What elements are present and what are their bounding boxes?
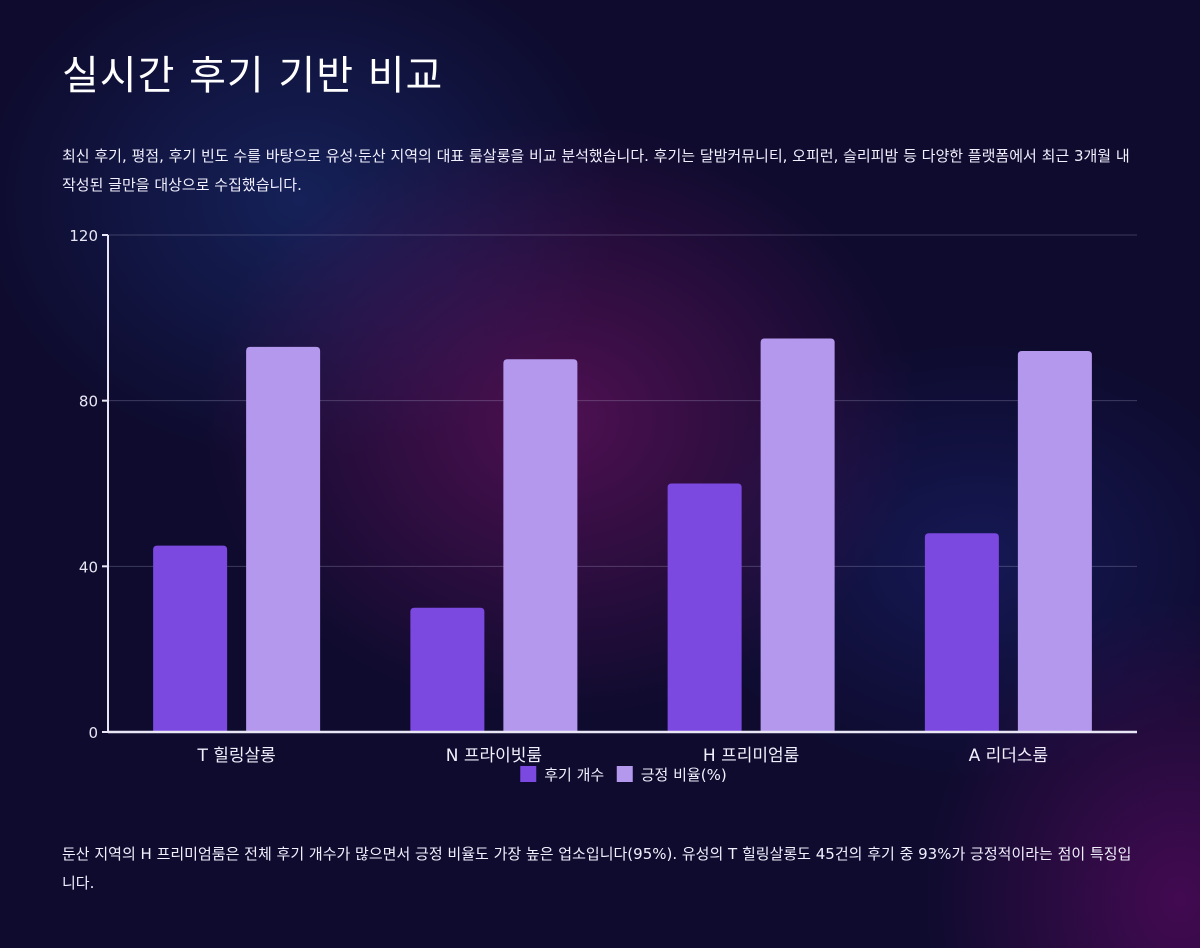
legend: 후기 개수 긍정 비율(%) bbox=[520, 766, 727, 784]
legend-label: 후기 개수 bbox=[544, 766, 604, 784]
bar-positive-ratio bbox=[1017, 350, 1092, 732]
legend-label: 긍정 비율(%) bbox=[641, 766, 727, 784]
page-title: 실시간 후기 기반 비교 bbox=[62, 53, 444, 99]
bars bbox=[153, 338, 1092, 732]
bar-positive-ratio bbox=[760, 338, 835, 732]
bar-review-count bbox=[410, 607, 485, 732]
y-tick-label: 120 bbox=[69, 227, 98, 245]
bar-review-count bbox=[924, 533, 999, 732]
y-tick-label: 0 bbox=[88, 724, 98, 742]
y-tick-label: 80 bbox=[79, 393, 98, 411]
bar-review-count bbox=[667, 483, 742, 732]
page-description: 최신 후기, 평점, 후기 빈도 수를 바탕으로 유성·둔산 지역의 대표 룸살… bbox=[62, 147, 1130, 194]
chart-footnote: 둔산 지역의 H 프리미엄룸은 전체 후기 개수가 많으면서 긍정 비율도 가장… bbox=[62, 845, 1132, 892]
y-tick-label: 40 bbox=[79, 558, 98, 576]
x-tick-label: A 리더스룸 bbox=[969, 746, 1049, 766]
x-tick-label: H 프리미엄룸 bbox=[703, 746, 799, 766]
legend-swatch bbox=[520, 766, 537, 782]
x-tick-label: T 힐링살롱 bbox=[196, 746, 275, 766]
bar-positive-ratio bbox=[246, 346, 321, 732]
bar-review-count bbox=[153, 545, 228, 732]
axes: 0 40 80 120 T 힐링살롱 N 프라이빗룸 H 프리미엄룸 A 리더스룸 bbox=[69, 227, 1137, 766]
x-tick-label: N 프라이빗룸 bbox=[446, 746, 542, 766]
bar-positive-ratio bbox=[503, 359, 578, 732]
legend-swatch bbox=[616, 766, 633, 782]
